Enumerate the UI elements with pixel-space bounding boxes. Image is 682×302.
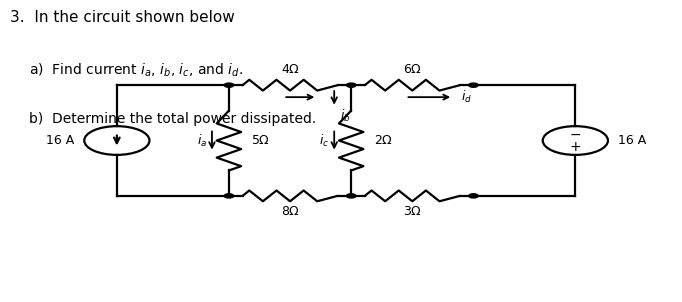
Text: a)  Find current $i_a$, $i_b$, $i_c$, and $i_d$.: a) Find current $i_a$, $i_b$, $i_c$, and… (29, 61, 243, 79)
Text: 4$\Omega$: 4$\Omega$ (280, 63, 299, 76)
Circle shape (224, 83, 234, 87)
Text: 6$\Omega$: 6$\Omega$ (403, 63, 422, 76)
Text: 5$\Omega$: 5$\Omega$ (252, 134, 271, 147)
Circle shape (346, 194, 356, 198)
Text: +: + (569, 140, 581, 154)
Circle shape (469, 194, 478, 198)
Text: b)  Determine the total power dissipated.: b) Determine the total power dissipated. (29, 112, 316, 126)
Text: 3.  In the circuit shown below: 3. In the circuit shown below (10, 10, 235, 25)
Circle shape (469, 83, 478, 87)
Text: $i_b$: $i_b$ (340, 108, 351, 124)
Text: −: − (569, 127, 581, 142)
Circle shape (346, 83, 356, 87)
Text: 3$\Omega$: 3$\Omega$ (403, 205, 422, 218)
Text: $i_c$: $i_c$ (318, 133, 329, 149)
Text: $i_a$: $i_a$ (197, 133, 207, 149)
Circle shape (224, 194, 234, 198)
Text: 2$\Omega$: 2$\Omega$ (374, 134, 393, 147)
Text: 16 A: 16 A (618, 134, 647, 147)
Text: $i_d$: $i_d$ (461, 89, 473, 105)
Text: 8$\Omega$: 8$\Omega$ (280, 205, 299, 218)
Text: 16 A: 16 A (46, 134, 74, 147)
